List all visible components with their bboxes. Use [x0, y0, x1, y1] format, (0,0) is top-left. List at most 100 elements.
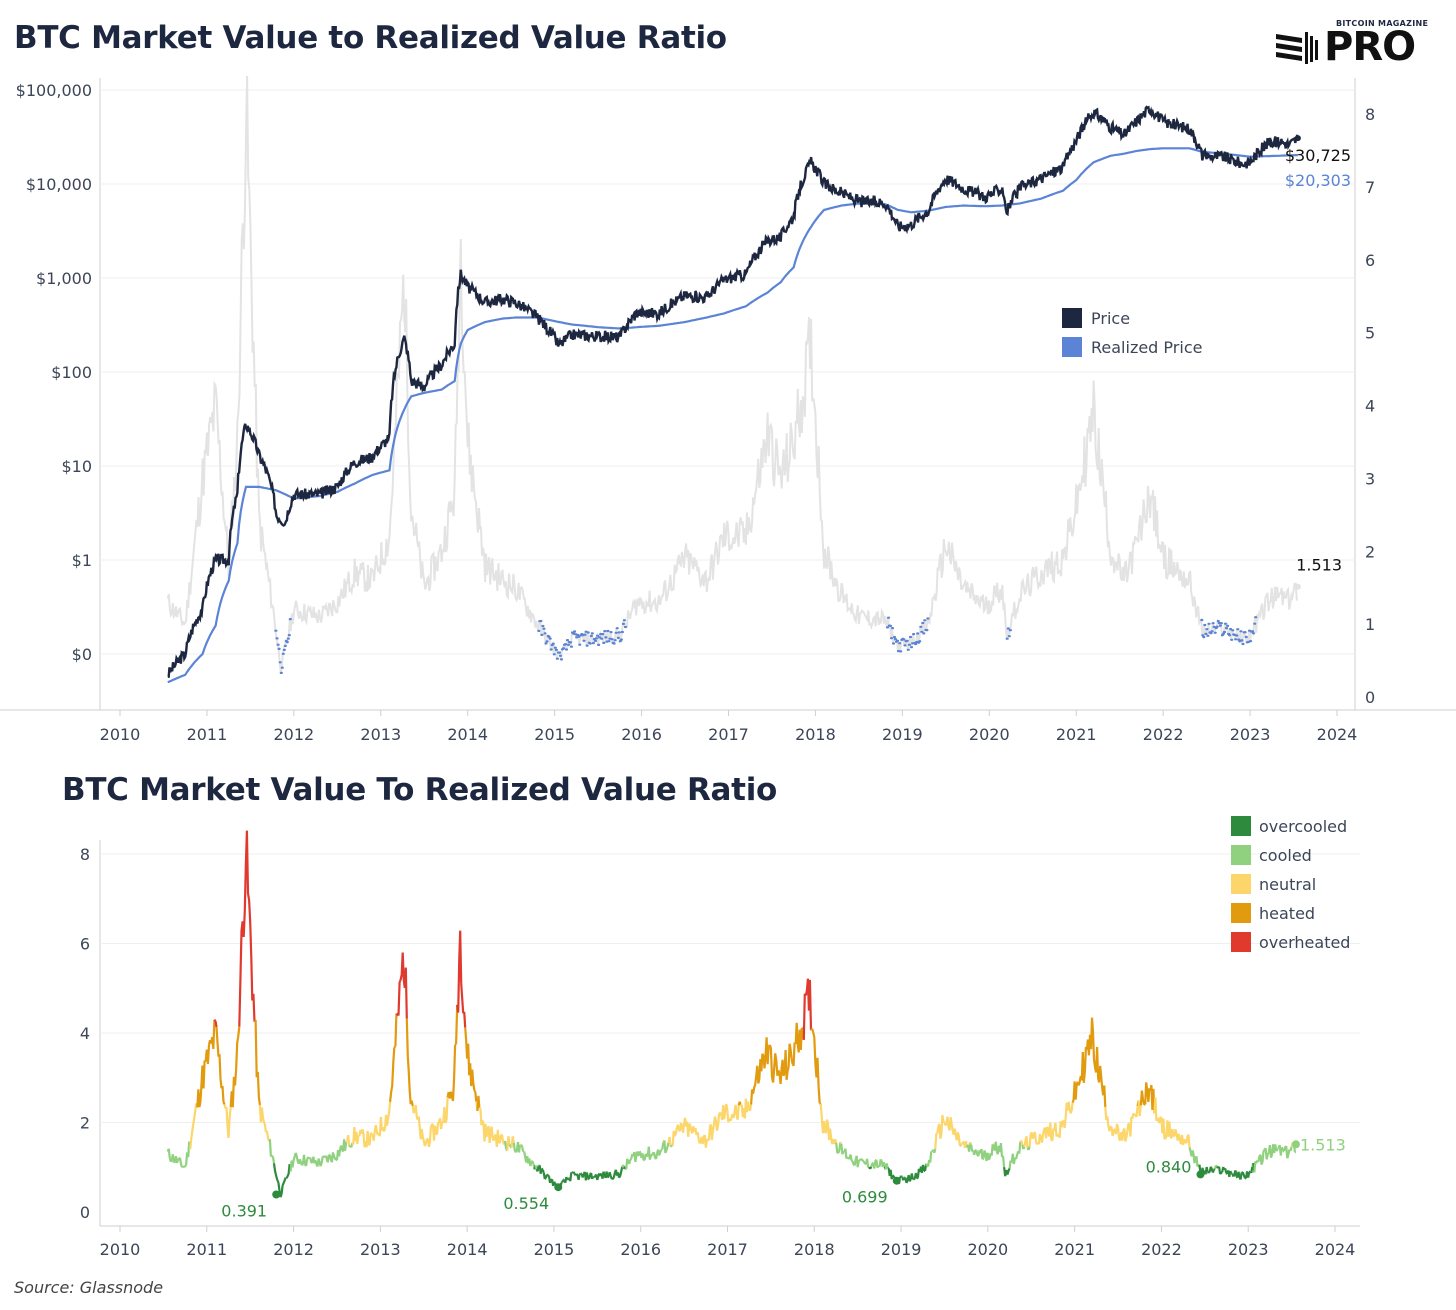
ratio-zone-segment — [1104, 1105, 1139, 1142]
ratio-zone-segment — [819, 1103, 838, 1145]
y-left-tick-label: $1,000 — [36, 269, 92, 288]
ratio-chart: 8 6 4 2 0 2010 2011 2012 2013 2014 2015 2016 2017 201… — [80, 816, 1360, 1259]
legend-label: Price — [1091, 309, 1130, 328]
logo-bars-icon — [1276, 32, 1318, 64]
ratio-zone-segment — [268, 1139, 276, 1164]
ratio-zone-segment — [884, 1163, 889, 1170]
x-tick-label: 2011 — [187, 725, 228, 744]
ratio-zone-segment — [1139, 1082, 1156, 1114]
annotation-label: 0.391 — [221, 1202, 267, 1221]
ratio-zone-segment — [839, 1141, 843, 1145]
ratio-zone-segment — [189, 1103, 199, 1150]
price-line — [167, 105, 1299, 678]
ratio-zone-segment — [992, 1141, 1006, 1168]
ratio-zone-segment — [510, 1136, 515, 1148]
legend-label: neutral — [1259, 875, 1316, 894]
x-tick-label: 2016 — [621, 725, 662, 744]
ratio-zone-segment — [405, 1018, 414, 1107]
x-tick-label: 2024 — [1315, 1240, 1356, 1259]
legend-swatch — [1231, 903, 1251, 923]
x-tick-label: 2010 — [100, 725, 141, 744]
ratio-zone-segment — [840, 1143, 870, 1169]
x-tick-label: 2015 — [534, 1240, 575, 1259]
legend-label: heated — [1259, 904, 1315, 923]
x-tick-label: 2012 — [273, 1240, 314, 1259]
realized-price-line — [167, 147, 1298, 684]
ratio-zone-segment — [1153, 1097, 1191, 1148]
x-tick-label: 2018 — [794, 1240, 835, 1259]
x-tick-label: 2014 — [447, 1240, 488, 1259]
y-tick-label: 6 — [80, 935, 90, 954]
ratio-zone-segment — [959, 1140, 969, 1149]
x-tick-label: 2022 — [1143, 725, 1184, 744]
y-left-tick-label: $10 — [61, 457, 92, 476]
legend-swatch — [1231, 816, 1251, 836]
ratio-zone-segment — [215, 1026, 226, 1105]
y-left-tick-label: $10,000 — [26, 175, 92, 194]
legend-swatch — [1062, 308, 1082, 328]
ratio-zone-segment — [663, 1140, 670, 1154]
x-tick-label: 2019 — [882, 725, 923, 744]
ratio-zone-segment — [166, 1141, 192, 1169]
ratio-zone-segment — [802, 978, 813, 1040]
x-tick-label: 2021 — [1056, 725, 1097, 744]
y-right-tick-label: 0 — [1365, 688, 1375, 707]
annotation-label: 1.513 — [1300, 1135, 1346, 1154]
bitcoin-magazine-pro-logo: BITCOIN MAGAZINE PRO — [1270, 18, 1448, 70]
ratio-zone-segment — [1008, 1141, 1022, 1169]
y-tick-label: 8 — [80, 845, 90, 864]
ratio-zone-segment — [1003, 1166, 1011, 1177]
legend-swatch — [1231, 932, 1251, 952]
ratio-zone-segment — [925, 1148, 937, 1168]
x-tick-label: 2023 — [1228, 1240, 1269, 1259]
y-left-tick-label: $0 — [72, 645, 92, 664]
ratio-zone-segment — [506, 1136, 511, 1151]
ratio-zone-segment — [1026, 1146, 1031, 1151]
ratio-zone-segment — [1213, 1164, 1218, 1170]
ratio-zone-segment — [538, 1165, 624, 1190]
ratio-zone-segment — [479, 1107, 507, 1147]
annotation-label: 0.699 — [842, 1188, 888, 1207]
y-left-tick-label: $100,000 — [16, 81, 92, 100]
legend-swatch — [1231, 845, 1251, 865]
y-tick-label: 0 — [80, 1203, 90, 1222]
price-end-marker — [1294, 135, 1301, 142]
price-chart: $100,000 $10,000 $1,000 $100 $10 $1 $0 8 7 6 5 4 3 2 1… — [0, 75, 1456, 744]
ratio-zone-segment — [520, 1144, 536, 1170]
x-tick-label: 2018 — [795, 725, 836, 744]
y-right-tick-label: 3 — [1365, 469, 1375, 488]
ratio-zone-segment — [446, 1004, 459, 1102]
y-right-tick-label: 7 — [1365, 178, 1375, 197]
ratio-zone-segment — [969, 1141, 973, 1145]
logo-small-text: BITCOIN MAGAZINE — [1336, 19, 1429, 28]
x-tick-label: 2010 — [100, 1240, 141, 1259]
annotation-marker — [1196, 1170, 1205, 1179]
y-tick-label: 4 — [80, 1024, 90, 1043]
ratio-zone-segment — [289, 1139, 348, 1172]
ratio-zone-segment — [464, 1027, 478, 1102]
y-left-tick-label: $100 — [51, 363, 92, 382]
ratio-zone-segment — [970, 1144, 994, 1162]
ratio-end-marker — [1294, 583, 1301, 590]
ratio-zone-segment — [1253, 1144, 1293, 1173]
ratio-zone-segment — [835, 1142, 842, 1155]
ratio-zone-segment — [1071, 1017, 1107, 1108]
x-tick-label: 2012 — [273, 725, 314, 744]
ratio-zone-segment — [1137, 1100, 1142, 1117]
ratio-zone-segment — [870, 1158, 886, 1169]
ratio-zone-segment — [395, 952, 408, 1019]
x-tick-label: 2020 — [969, 725, 1010, 744]
ratio-zone-segment — [1188, 1147, 1201, 1168]
x-tick-label: 2021 — [1054, 1240, 1095, 1259]
x-tick-label: 2022 — [1141, 1240, 1182, 1259]
x-tick-label: 2014 — [447, 725, 488, 744]
realized-end-label: $20,303 — [1285, 171, 1351, 190]
ratio-zone-segment — [750, 1022, 805, 1105]
legend-swatch — [1062, 337, 1082, 357]
ratio-zone-segment — [740, 1098, 753, 1119]
legend-label: cooled — [1259, 846, 1312, 865]
x-tick-label: 2013 — [360, 725, 401, 744]
ratio-low-segments — [274, 616, 1258, 674]
y-right-tick-label: 1 — [1365, 615, 1375, 634]
x-tick-label: 2017 — [707, 1240, 748, 1259]
